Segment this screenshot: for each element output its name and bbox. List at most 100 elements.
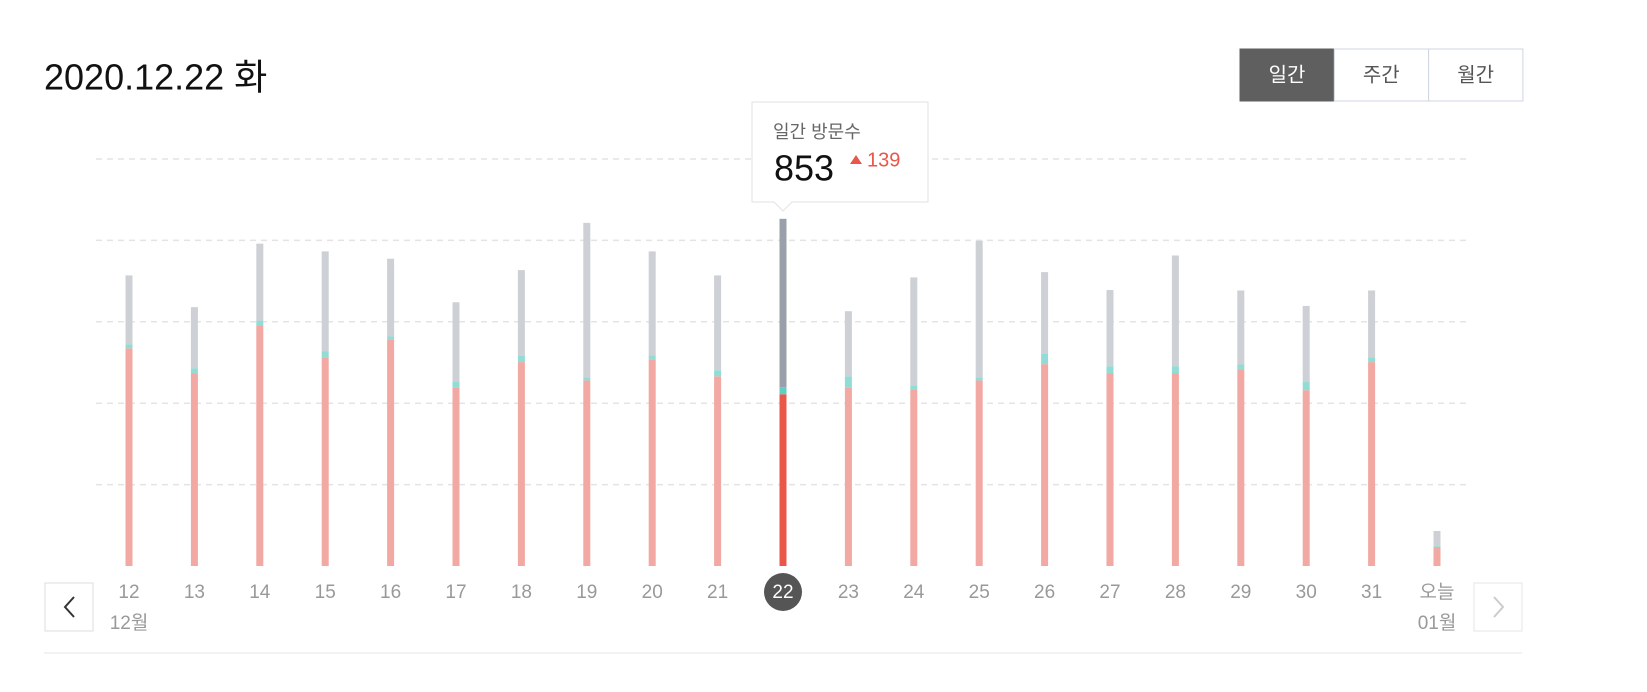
bar-segment	[190, 307, 198, 369]
bar-segment	[1171, 366, 1179, 374]
bar-segment	[1368, 357, 1376, 363]
prev-arrow	[63, 596, 75, 618]
bar-segment	[1237, 364, 1245, 370]
bar-segment	[1368, 362, 1376, 566]
x-tick-label: 24	[903, 582, 925, 603]
bar-segment	[125, 344, 133, 349]
x-tick-label: 15	[315, 582, 336, 603]
bar-segment	[387, 339, 395, 566]
bar-segment	[583, 380, 591, 566]
bar-segment	[1106, 366, 1114, 374]
selected-marker	[764, 573, 802, 611]
period-button[interactable]	[1428, 48, 1524, 102]
up-triangle	[850, 155, 862, 164]
bar-segment	[1433, 546, 1441, 566]
period-button-label: 주간	[1363, 63, 1400, 86]
date-title: 2020.12.22 화	[44, 57, 267, 98]
x-tick-label: 20	[642, 582, 663, 603]
x-tick-label: 29	[1230, 582, 1251, 603]
bar-segment	[975, 240, 983, 378]
bar-segment	[125, 348, 133, 566]
bar-segment	[779, 218, 787, 388]
bar-segment	[387, 258, 395, 337]
bar-segment	[844, 376, 852, 388]
bar-segment	[779, 387, 787, 395]
bar-segment	[517, 355, 525, 363]
tooltip-box	[751, 101, 929, 212]
tooltip: 일간 방문수 853 139	[751, 101, 929, 212]
bar-segment	[1106, 373, 1114, 566]
prev-button[interactable]	[44, 582, 94, 632]
bar-segment	[452, 387, 460, 566]
bar-segment	[1302, 390, 1310, 566]
bar-segment	[844, 311, 852, 377]
bar-segment	[452, 381, 460, 388]
x-tick-label: 26	[1034, 582, 1055, 603]
bar-segment	[648, 359, 656, 566]
bar-segment	[452, 302, 460, 382]
plot: 12 13 14 15 16 17 18 19 20 21 22 23 24 25 26 27 28 29 30 31…	[96, 158, 1468, 634]
bar-segment	[844, 387, 852, 566]
x-tick-label: 21	[707, 582, 728, 603]
x-tick-label: 23	[838, 582, 859, 603]
bar-segment	[648, 251, 656, 356]
x-tick-label: 27	[1099, 582, 1120, 603]
x-tick-label: 16	[380, 582, 401, 603]
bar-segment	[321, 357, 329, 566]
bar-segment	[321, 251, 329, 352]
bar-segment	[910, 277, 918, 386]
bar-segment	[1041, 364, 1049, 566]
bar-segment	[1171, 373, 1179, 566]
bar-segment	[1302, 382, 1310, 391]
x-tick-label: 18	[511, 582, 532, 603]
bar-segment	[910, 389, 918, 566]
next-arrow	[1493, 596, 1505, 618]
tooltip-change: 139	[867, 149, 900, 171]
period-button[interactable]	[1333, 48, 1430, 102]
bar-segment	[190, 373, 198, 566]
bar-segment	[583, 222, 591, 378]
x-tick-label: 14	[249, 582, 271, 603]
period-buttons: 일간 주간 월간	[1239, 48, 1524, 102]
bar-segment	[1237, 369, 1245, 566]
x-tick-label: 25	[969, 582, 990, 603]
x-tick-label: 19	[576, 582, 597, 603]
bar-segment	[779, 394, 787, 566]
bar-segment	[714, 275, 722, 371]
bar-segment	[256, 243, 264, 321]
bar-segment	[1106, 290, 1114, 367]
bar-segment	[1433, 546, 1441, 547]
x-tick-label: 17	[445, 582, 466, 603]
bar-segment	[714, 376, 722, 566]
bar-segment	[1433, 530, 1441, 547]
x-tick-label: 30	[1296, 582, 1317, 603]
bar-segment	[256, 320, 264, 326]
bar-segment	[321, 351, 329, 358]
tooltip-label: 일간 방문수	[773, 122, 861, 142]
x-tick-label: 22	[772, 582, 793, 603]
bar-segment	[1041, 272, 1049, 354]
bar-segment	[648, 355, 656, 360]
month-label: 01월	[1418, 612, 1457, 634]
bar-segment	[256, 325, 264, 566]
bar-segment	[1302, 305, 1310, 383]
bar-segment	[1171, 255, 1179, 367]
period-button[interactable]	[1239, 48, 1335, 102]
bar-segment	[517, 270, 525, 356]
bar-segment	[387, 336, 395, 340]
bar-segment	[1041, 353, 1049, 365]
next-button[interactable]	[1473, 582, 1523, 632]
bar-segment	[910, 385, 918, 390]
bar-segment	[125, 275, 133, 345]
bar-segment	[1237, 290, 1245, 365]
bar-segment	[1368, 290, 1376, 358]
x-tick-label: 12	[118, 582, 139, 603]
month-label: 12월	[110, 612, 149, 634]
bar-segment	[517, 362, 525, 566]
bar-segment	[583, 377, 591, 381]
bar-segment	[714, 370, 722, 377]
x-tick-label: 28	[1165, 582, 1186, 603]
x-tick-label: 31	[1361, 582, 1382, 603]
